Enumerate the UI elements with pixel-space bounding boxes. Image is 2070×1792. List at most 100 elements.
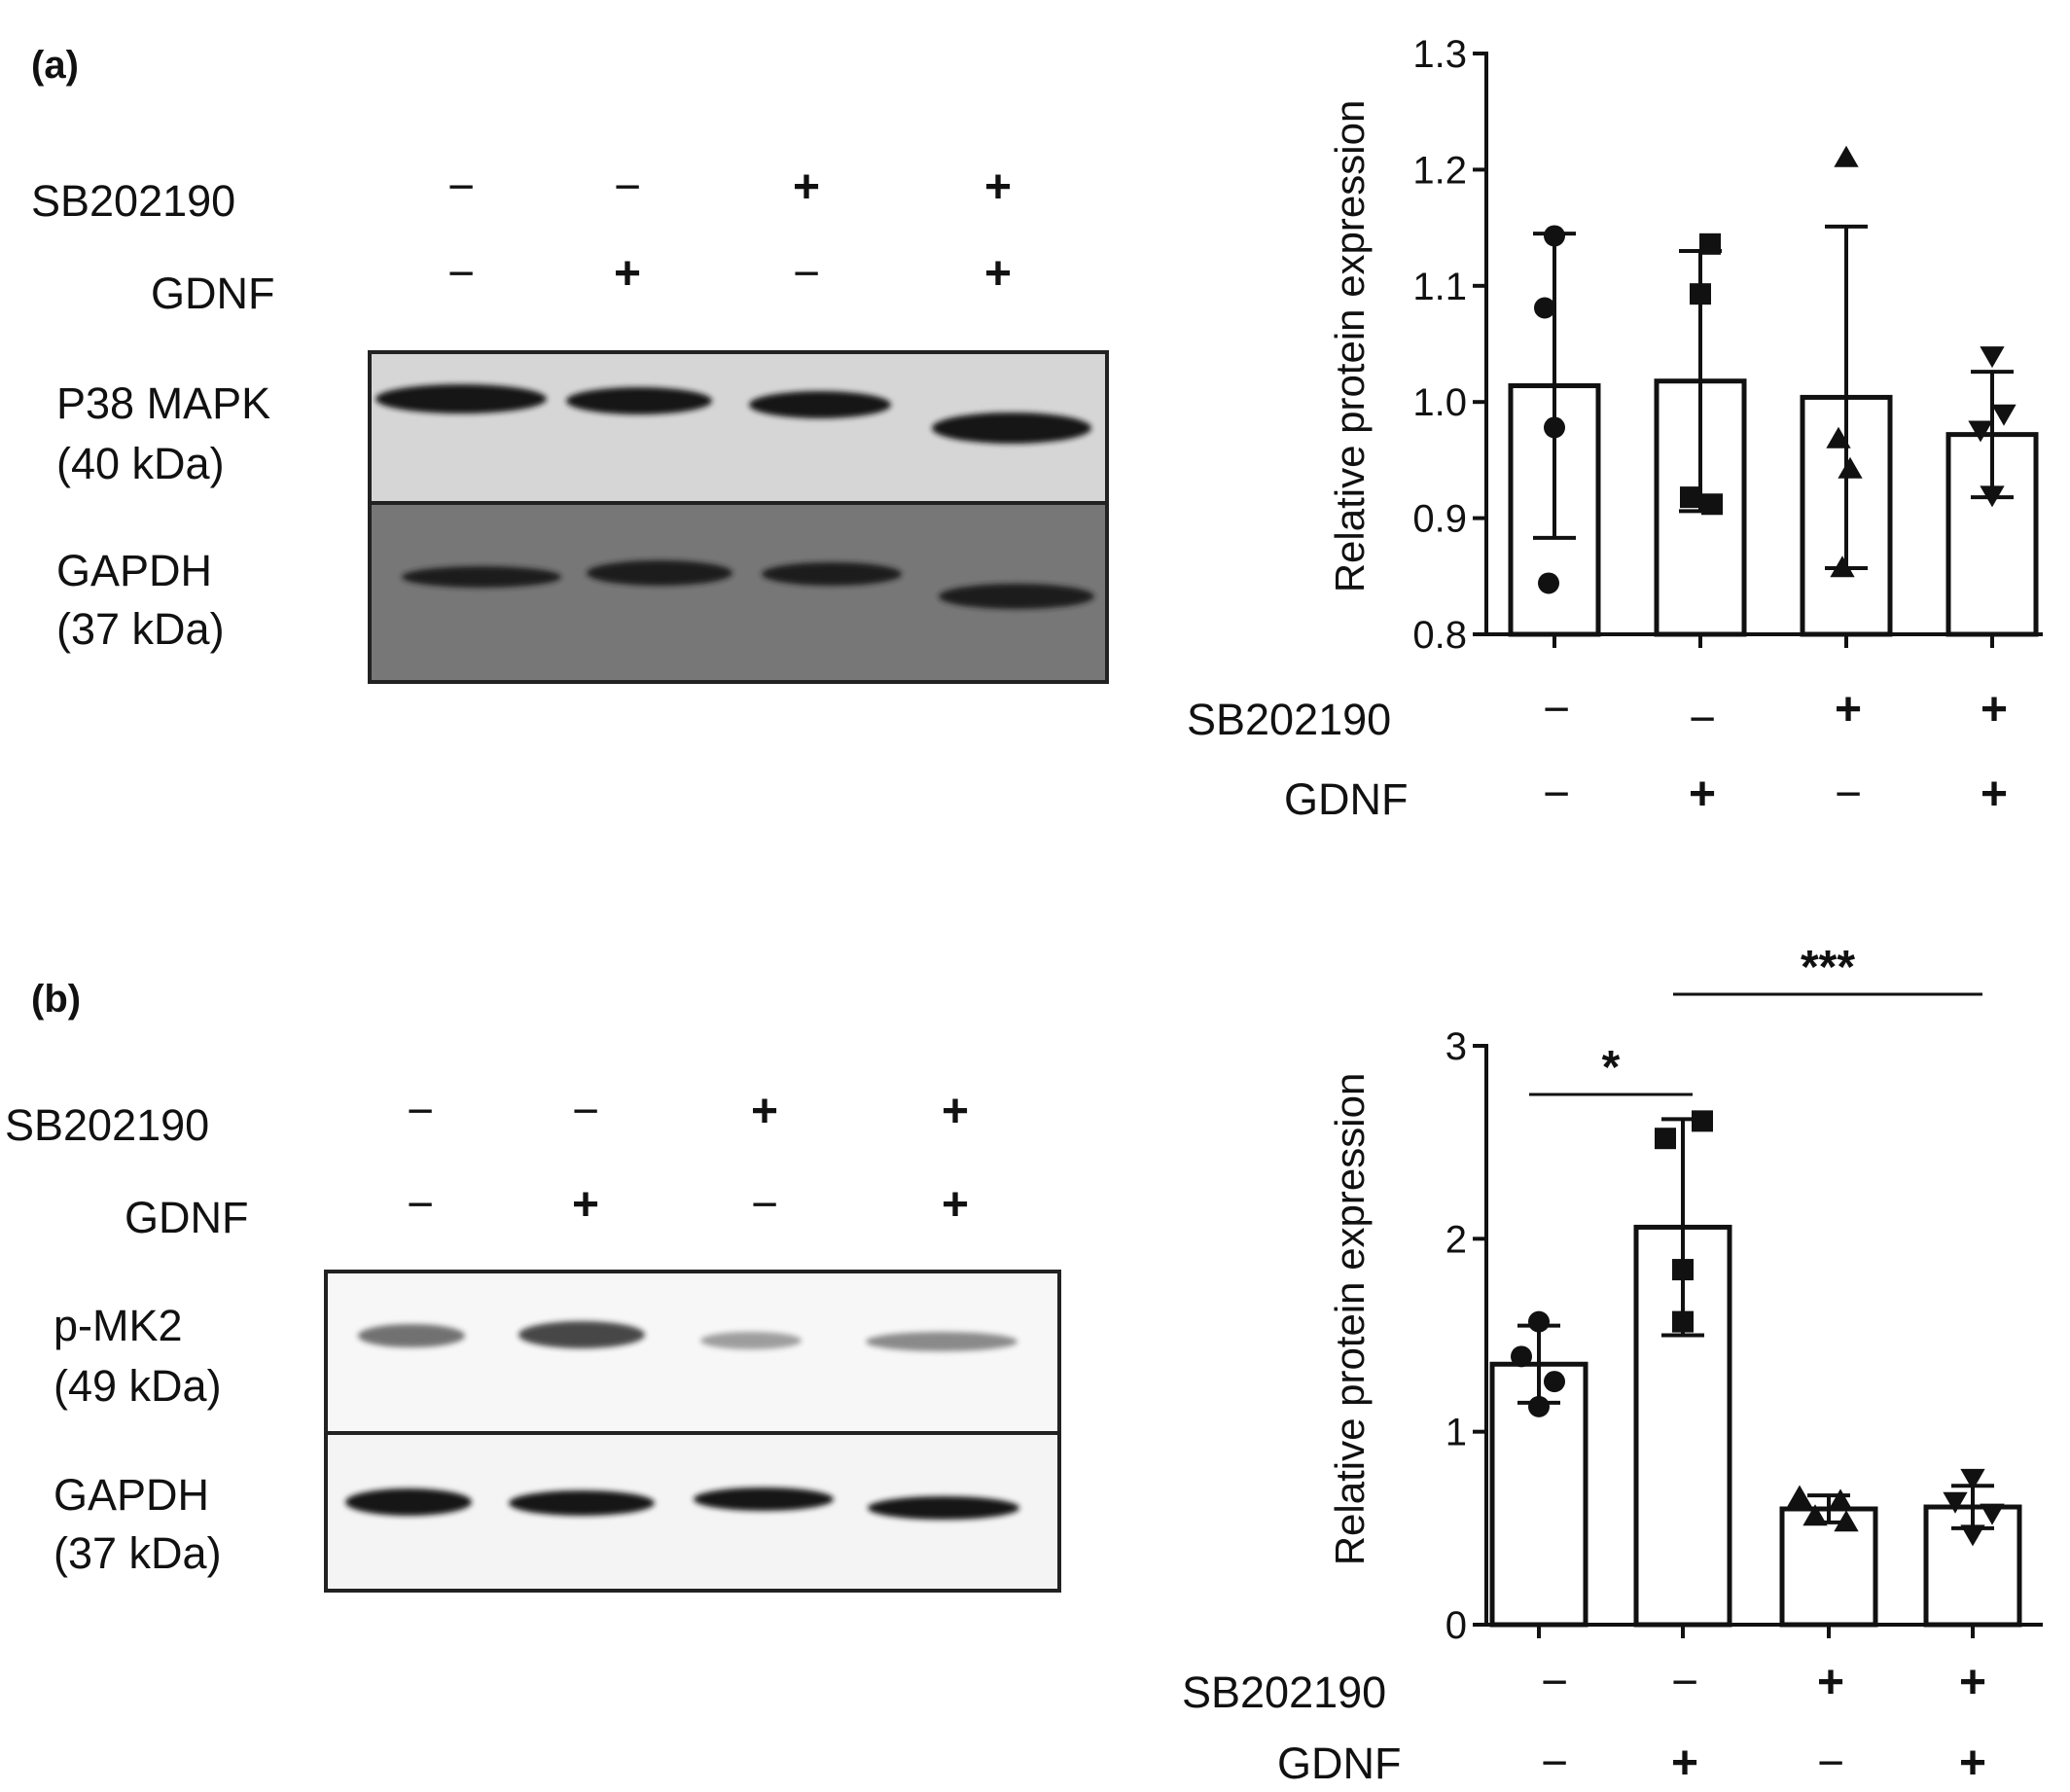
chart-treatment-sign: + <box>1981 769 2008 820</box>
data-point <box>1544 225 1565 247</box>
significance-label: * <box>1602 1042 1621 1093</box>
blot-band <box>868 1496 1019 1520</box>
y-axis-label: Relative protein expression <box>1327 100 1373 593</box>
data-point <box>1943 1491 1968 1514</box>
panel-b-blot-treatments: SB202190 − − + + GDNF − + − + <box>5 1086 969 1242</box>
panel-b-band-name: GAPDH <box>54 1470 209 1520</box>
y-tick-label: 3 <box>1445 1025 1467 1068</box>
panel-a-band-size: (37 kDa) <box>56 604 225 654</box>
panel-b-band-size: (37 kDa) <box>54 1528 222 1578</box>
panel-a-blot-treatments: SB202190 − − + + GDNF − + − + <box>31 161 1012 318</box>
panel-b-blot-sign: − <box>572 1086 599 1137</box>
data-point <box>1528 1310 1550 1333</box>
chart-treatment-sign: + <box>1817 1657 1844 1708</box>
panel-a-blot-sign: + <box>984 248 1012 300</box>
y-tick-label: 0.8 <box>1412 614 1467 657</box>
blot-band <box>358 1324 465 1347</box>
chart-treatment-sign: − <box>1817 1738 1844 1789</box>
blot-band <box>939 584 1094 609</box>
blot-band <box>587 560 732 586</box>
data-point <box>1834 1510 1859 1532</box>
chart-treatment-sign: − <box>1541 1657 1568 1708</box>
panel-b-blot-sign: + <box>942 1086 969 1137</box>
panel-b-band-size: (49 kDa) <box>54 1361 222 1411</box>
panel-a-blot-sign: − <box>447 161 475 213</box>
data-point <box>1838 456 1863 479</box>
panel-a-blot-sign: + <box>984 161 1012 213</box>
panel-b-band-name: p-MK2 <box>54 1301 183 1350</box>
chart-treatment-sign: + <box>1835 684 1862 735</box>
data-point <box>1544 416 1565 439</box>
panel-a-chart-plot: 0.8 0.9 1.0 1.1 1.2 1.3 <box>1412 33 2043 657</box>
y-tick-label: 1.1 <box>1412 266 1467 308</box>
y-tick-label: 1.0 <box>1412 381 1467 424</box>
panel-a-blot-sign: − <box>793 248 820 300</box>
data-point <box>1680 486 1701 509</box>
panel-a: (a) SB202190 − − + + GDNF − + − + P38 MA… <box>31 33 2043 824</box>
panel-b-blot-sign: + <box>572 1179 599 1231</box>
data-point <box>1544 1371 1565 1393</box>
panel-b: (b) SB202190 − − + + GDNF − + − + p-MK2 … <box>5 942 2043 1789</box>
y-tick-label: 1.2 <box>1412 149 1467 192</box>
chart-treatment-sign: − <box>1543 769 1570 820</box>
panel-b-blot-sign: − <box>407 1179 434 1231</box>
panel-a-band-name: GAPDH <box>56 546 212 595</box>
panel-b-label: (b) <box>31 978 81 1021</box>
data-point <box>1699 233 1721 255</box>
data-point <box>1960 1524 1985 1547</box>
data-point <box>1826 426 1851 448</box>
data-point <box>1991 404 2016 426</box>
data-point <box>1960 1468 1985 1490</box>
chart-treatment-name: GDNF <box>1277 1738 1402 1788</box>
significance-label: *** <box>1801 942 1855 993</box>
blot-strip <box>324 1270 1061 1435</box>
chart-treatment-sign: + <box>1959 1738 1986 1789</box>
data-point <box>1692 1110 1713 1132</box>
blot-band <box>402 566 561 588</box>
data-point <box>1701 493 1723 516</box>
y-tick-label: 2 <box>1445 1218 1467 1261</box>
chart-treatment-sign: + <box>1689 769 1716 820</box>
blot-band <box>700 1332 802 1349</box>
y-tick-label: 1 <box>1445 1412 1467 1454</box>
data-point <box>1672 1310 1694 1333</box>
chart-treatment-name: SB202190 <box>1182 1667 1386 1717</box>
data-point <box>1980 485 2005 508</box>
data-point <box>1980 1503 2005 1525</box>
y-tick-label: 0.9 <box>1412 498 1467 541</box>
data-point <box>1672 1259 1694 1281</box>
chart-treatment-name: GDNF <box>1284 774 1409 824</box>
data-point <box>1511 1345 1532 1368</box>
chart-treatment-sign: − <box>1835 769 1862 820</box>
blot-band <box>375 384 547 413</box>
data-point <box>1968 420 1993 443</box>
y-tick-label: 1.3 <box>1412 33 1467 76</box>
panel-b-blot: p-MK2 (49 kDa) GAPDH (37 kDa) <box>54 1270 1061 1593</box>
panel-b-blot-sign: − <box>407 1086 434 1137</box>
panel-b-blot-treatment-name: GDNF <box>125 1193 249 1242</box>
panel-b-blot-treatment-name: SB202190 <box>5 1100 209 1150</box>
data-point <box>1534 297 1555 319</box>
blot-band <box>694 1487 834 1511</box>
panel-b-blot-sign: + <box>751 1086 778 1137</box>
blot-band <box>345 1488 472 1516</box>
blot-band <box>762 562 902 586</box>
chart-treatment-sign: − <box>1541 1738 1568 1789</box>
blot-band <box>518 1321 645 1348</box>
blot-band <box>509 1490 655 1516</box>
chart-treatment-sign: − <box>1689 694 1716 745</box>
y-axis-label: Relative protein expression <box>1327 1073 1373 1566</box>
panel-a-blot-sign: − <box>614 161 641 213</box>
y-tick-label: 0 <box>1445 1604 1467 1647</box>
blot-band <box>866 1332 1017 1351</box>
chart-treatment-sign: + <box>1671 1738 1698 1789</box>
data-point <box>1690 283 1711 305</box>
blot-band <box>932 412 1091 444</box>
panel-a-band-size: (40 kDa) <box>56 439 225 488</box>
bar <box>1779 1506 1878 1628</box>
blot-band <box>749 391 891 418</box>
chart-treatment-sign: + <box>1959 1657 1986 1708</box>
